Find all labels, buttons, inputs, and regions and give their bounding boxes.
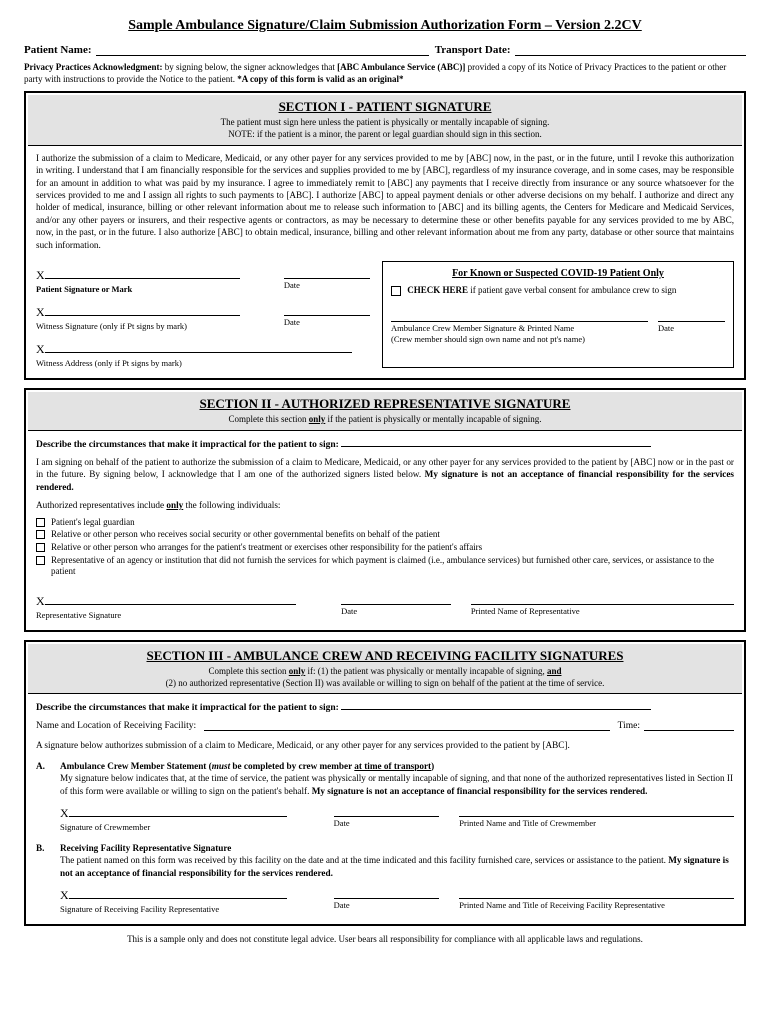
covid-checkbox[interactable] [391,286,401,296]
witness-signature-field[interactable] [45,304,240,316]
facility-field[interactable] [204,721,610,731]
date-label: Date [334,818,440,829]
header-row: Patient Name: Transport Date: [24,44,746,56]
list-item: Relative or other person who receives so… [51,529,440,541]
facility-label: Name and Location of Receiving Facility: [36,721,196,731]
checkbox-icon[interactable] [36,530,45,539]
date-label: Date [284,280,370,290]
transport-date-label: Transport Date: [435,44,511,56]
facility-printed-label: Printed Name and Title of Receiving Faci… [459,900,734,911]
crew-signature-field[interactable] [391,310,648,322]
stmt-b-letter: B. [36,842,52,916]
patient-name-field[interactable] [96,44,429,56]
stmt-a-bold: My signature is not an acceptance of fin… [312,786,648,796]
facility-printed-field[interactable] [459,887,734,899]
section-1-body: I authorize the submission of a claim to… [28,146,742,257]
crew-sig-label: Signature of Crewmember [60,822,314,833]
checkbox-icon[interactable] [36,518,45,527]
section-3-title: SECTION III - AMBULANCE CREW AND RECEIVI… [34,648,736,664]
rep-signature-label: Representative Signature [36,610,321,620]
rep-printed-field[interactable] [471,593,734,605]
crew-date-field-3[interactable] [334,805,440,817]
witness-signature-label: Witness Signature (only if Pt signs by m… [36,321,266,331]
date-label: Date [341,606,451,616]
date-label: Date [658,323,725,333]
section-3: SECTION III - AMBULANCE CREW AND RECEIVI… [24,640,746,926]
s3-auth-text: A signature below authorizes submission … [28,733,742,753]
section-3-sub: Complete this section only if: (1) the p… [34,666,736,689]
facility-sig-label: Signature of Receiving Facility Represen… [60,904,314,915]
checkbox-icon[interactable] [36,556,45,565]
auth-intro: Authorized representatives include only … [28,499,742,513]
time-field[interactable] [644,721,734,731]
list-item: Patient's legal guardian [51,517,135,529]
facility-date-field[interactable] [334,887,440,899]
crew-sig-field[interactable] [69,805,287,817]
date-label: Date [334,900,440,911]
witness-date-field[interactable] [284,304,370,316]
footer-disclaimer: This is a sample only and does not const… [24,934,746,944]
crew-note: (Crew member should sign own name and no… [391,334,648,344]
patient-sig-date-field[interactable] [284,267,370,279]
auth-list: Patient's legal guardian Relative or oth… [28,514,742,581]
section-2-title: SECTION II - AUTHORIZED REPRESENTATIVE S… [34,396,736,412]
covid-check-lead: CHECK HERE [407,285,468,295]
privacy-ack: Privacy Practices Acknowledgment: by sig… [24,62,746,85]
covid-box: For Known or Suspected COVID-19 Patient … [382,261,734,368]
section-1-sub: The patient must sign here unless the pa… [34,117,736,140]
stmt-b-body: The patient named on this form was recei… [60,855,668,865]
rep-printed-label: Printed Name of Representative [471,606,734,616]
facility-sig-field[interactable] [69,887,287,899]
form-title: Sample Ambulance Signature/Claim Submiss… [24,18,746,34]
section-1: SECTION I - PATIENT SIGNATURE The patien… [24,91,746,380]
s3-desc-field[interactable] [341,700,651,710]
s3-desc-label: Describe the circumstances that make it … [36,703,339,713]
time-label: Time: [618,721,640,731]
crew-printed-field[interactable] [459,805,734,817]
list-item: Representative of an agency or instituti… [51,555,734,578]
crew-signature-label: Ambulance Crew Member Signature & Printe… [391,323,648,333]
s2-desc-field[interactable] [341,437,651,447]
witness-address-label: Witness Address (only if Pt signs by mar… [36,358,370,368]
section-3-header: SECTION III - AMBULANCE CREW AND RECEIVI… [28,644,742,694]
section-2: SECTION II - AUTHORIZED REPRESENTATIVE S… [24,388,746,632]
s2-desc-label: Describe the circumstances that make it … [36,440,339,450]
section-2-sub: Complete this section only if the patien… [34,414,736,426]
date-label: Date [284,317,370,327]
covid-title: For Known or Suspected COVID-19 Patient … [391,268,725,279]
section-2-header: SECTION II - AUTHORIZED REPRESENTATIVE S… [28,392,742,431]
patient-name-label: Patient Name: [24,44,92,56]
checkbox-icon[interactable] [36,543,45,552]
stmt-a-title: Ambulance Crew Member Statement (must be… [60,761,434,771]
section-1-title: SECTION I - PATIENT SIGNATURE [34,99,736,115]
stmt-b-title: Receiving Facility Representative Signat… [60,843,231,853]
crew-date-field[interactable] [658,310,725,322]
covid-check-text: if patient gave verbal consent for ambul… [468,285,676,295]
section-1-header: SECTION I - PATIENT SIGNATURE The patien… [28,95,742,145]
transport-date-field[interactable] [515,44,746,56]
stmt-a-letter: A. [36,760,52,834]
section-2-body: I am signing on behalf of the patient to… [28,452,742,499]
crew-printed-label: Printed Name and Title of Crewmember [459,818,734,829]
rep-date-field[interactable] [341,593,451,605]
patient-signature-label: Patient Signature or Mark [36,284,132,294]
witness-address-field[interactable] [45,341,352,353]
patient-signature-field[interactable] [45,267,240,279]
rep-signature-field[interactable] [45,593,296,605]
list-item: Relative or other person who arranges fo… [51,542,482,554]
